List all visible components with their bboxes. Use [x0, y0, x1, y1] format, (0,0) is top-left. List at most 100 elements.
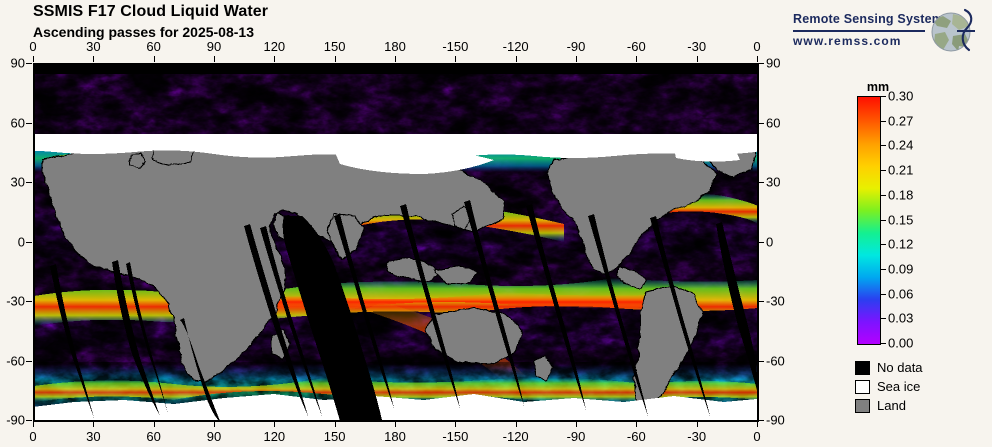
- lat-tick-mark: [758, 122, 764, 124]
- lon-tick-mark: [636, 56, 638, 62]
- lon-axis-label-top: 0: [753, 39, 761, 54]
- lat-tick-mark: [758, 301, 764, 302]
- lon-tick-mark: [93, 421, 95, 427]
- logo-divider: [793, 30, 925, 32]
- lon-tick-mark: [515, 421, 517, 427]
- legend-item: Sea ice: [855, 377, 923, 396]
- lon-axis-label-bottom: 30: [86, 429, 101, 444]
- colorbar-tick-mark: [880, 293, 886, 295]
- colorbar-tick-label: 0.27: [888, 113, 914, 129]
- lon-axis-label-bottom: 0: [29, 429, 37, 444]
- colorbar-tick-label: 0.30: [888, 88, 914, 104]
- legend-label: No data: [877, 360, 923, 375]
- lon-tick-mark: [576, 421, 577, 427]
- lon-axis-label-bottom: 180: [384, 429, 406, 444]
- lon-tick-mark: [636, 421, 638, 427]
- lat-axis-label-right: -30: [766, 293, 785, 309]
- lon-axis-label-top: 0: [29, 39, 37, 54]
- colorbar-tick-label: 0.12: [888, 236, 914, 252]
- lat-axis-label-right: 0: [766, 234, 774, 249]
- lat-tick-mark: [26, 420, 32, 421]
- colorbar-unit-label: mm: [866, 80, 890, 94]
- lon-axis-label-bottom: -150: [442, 429, 469, 444]
- legend-label: Land: [877, 398, 906, 413]
- legend-swatch: [855, 379, 870, 394]
- lat-axis-label-left: -90: [6, 412, 25, 428]
- lon-axis-label-bottom: -30: [687, 429, 707, 444]
- colorbar-tick-label: 0.15: [888, 212, 914, 227]
- lon-axis-label-bottom: -120: [502, 429, 529, 444]
- page-subtitle: Ascending passes for 2025-08-13: [33, 24, 254, 40]
- lat-axis-label-right: -90: [766, 412, 785, 428]
- lon-tick-mark: [515, 56, 517, 62]
- colorbar-tick-mark: [880, 170, 886, 172]
- remss-logo[interactable]: Remote Sensing Systems www.remss.com: [793, 8, 983, 56]
- lon-tick-mark: [757, 421, 758, 427]
- lat-tick-mark: [26, 182, 32, 183]
- lon-tick-mark: [757, 56, 758, 62]
- lon-axis-label-top: -90: [566, 39, 586, 54]
- lon-axis-label-bottom: 150: [323, 429, 346, 444]
- lon-tick-mark: [33, 56, 34, 62]
- legend-item: No data: [855, 358, 923, 377]
- legend-label: Sea ice: [877, 379, 921, 394]
- colorbar-tick-mark: [880, 145, 886, 147]
- lat-tick-mark: [26, 360, 32, 362]
- lon-tick-mark: [576, 56, 577, 62]
- lon-axis-label-top: 30: [86, 39, 101, 54]
- lat-axis-label-left: 90: [10, 55, 25, 71]
- lat-axis-label-right: 30: [766, 174, 781, 190]
- cloud-liquid-water-heatmap: [34, 64, 758, 421]
- lat-tick-mark: [26, 63, 32, 64]
- colorbar-tick-label: 0.24: [888, 137, 914, 153]
- legend-item: Land: [855, 396, 923, 415]
- lon-tick-mark: [334, 421, 336, 427]
- lon-tick-mark: [696, 56, 698, 62]
- logo-website-url: www.remss.com: [793, 34, 902, 48]
- lon-tick-mark: [274, 56, 276, 62]
- map-plot-area[interactable]: [33, 63, 759, 422]
- colorbar-tick-mark: [880, 343, 886, 344]
- lon-axis-label-bottom: 0: [753, 429, 761, 444]
- globe-icon: [931, 8, 975, 52]
- lat-tick-mark: [758, 182, 764, 183]
- lat-tick-mark: [26, 301, 32, 302]
- lon-tick-mark: [696, 421, 698, 427]
- lat-axis-label-left: -60: [6, 353, 25, 368]
- lon-tick-mark: [33, 421, 34, 427]
- lon-tick-mark: [153, 56, 155, 62]
- lon-axis-label-top: -30: [687, 39, 707, 54]
- lon-axis-label-top: 120: [263, 39, 286, 54]
- lat-tick-mark: [26, 122, 32, 124]
- lat-tick-mark: [758, 241, 764, 243]
- lon-tick-mark: [395, 56, 396, 62]
- colorbar-tick-label: 0.06: [888, 286, 914, 302]
- lat-axis-label-left: 30: [10, 174, 25, 190]
- lon-tick-mark: [214, 56, 215, 62]
- colorbar-tick-mark: [880, 219, 886, 221]
- lon-axis-label-top: 60: [146, 39, 161, 54]
- legend-swatch: [855, 398, 870, 413]
- lat-tick-mark: [26, 241, 32, 243]
- lon-axis-label-bottom: 90: [206, 429, 222, 444]
- colorbar-tick-label: 0.21: [888, 162, 914, 178]
- lon-axis-label-top: -150: [442, 39, 469, 54]
- colorbar-tick-mark: [880, 120, 886, 122]
- colorbar-tick-mark: [880, 244, 886, 246]
- lat-axis-label-right: 90: [766, 55, 781, 71]
- lat-tick-mark: [758, 63, 764, 64]
- lon-axis-label-top: 150: [323, 39, 346, 54]
- lon-axis-label-top: -60: [626, 39, 646, 54]
- lon-axis-label-bottom: -90: [566, 429, 586, 444]
- lon-tick-mark: [455, 56, 457, 62]
- colorbar-tick-label: 0.09: [888, 261, 914, 277]
- colorbar-tick-mark: [880, 268, 886, 270]
- colorbar-gradient[interactable]: [857, 96, 881, 345]
- lon-axis-label-top: 90: [206, 39, 222, 54]
- lon-tick-mark: [395, 421, 396, 427]
- lat-axis-label-left: 60: [10, 115, 25, 130]
- lon-axis-label-bottom: -60: [626, 429, 646, 444]
- legend-swatch: [855, 360, 870, 375]
- lat-axis-label-left: 0: [17, 234, 25, 249]
- page-title: SSMIS F17 Cloud Liquid Water: [33, 3, 269, 20]
